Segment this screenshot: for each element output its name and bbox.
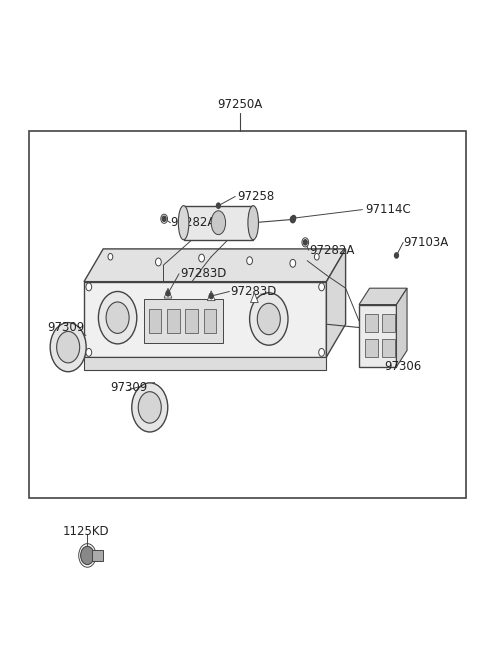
- Text: 97114C: 97114C: [365, 203, 410, 216]
- Ellipse shape: [132, 383, 168, 432]
- Text: 97283D: 97283D: [180, 267, 227, 280]
- Ellipse shape: [211, 211, 226, 234]
- Text: 97309: 97309: [47, 321, 84, 334]
- Bar: [92, 550, 103, 561]
- Polygon shape: [251, 293, 258, 303]
- Text: 97258: 97258: [238, 190, 275, 203]
- Text: 97283D: 97283D: [230, 285, 277, 298]
- Polygon shape: [326, 249, 346, 357]
- Bar: [149, 309, 161, 333]
- Text: 97309: 97309: [110, 381, 148, 394]
- Ellipse shape: [57, 331, 80, 363]
- Circle shape: [314, 253, 319, 260]
- Ellipse shape: [248, 206, 258, 240]
- Circle shape: [199, 254, 204, 262]
- Polygon shape: [359, 288, 407, 305]
- Circle shape: [247, 257, 252, 265]
- Bar: [365, 314, 378, 332]
- Bar: [204, 309, 216, 333]
- Polygon shape: [207, 291, 215, 301]
- Circle shape: [216, 203, 220, 208]
- Circle shape: [81, 546, 94, 565]
- Ellipse shape: [250, 293, 288, 345]
- Circle shape: [156, 258, 161, 266]
- Circle shape: [86, 283, 92, 291]
- Circle shape: [290, 259, 296, 267]
- Circle shape: [319, 348, 324, 356]
- Circle shape: [290, 216, 295, 223]
- Bar: [185, 309, 198, 333]
- Text: 97282A: 97282A: [170, 216, 216, 229]
- Bar: [167, 309, 180, 333]
- Circle shape: [209, 293, 213, 299]
- Bar: [365, 339, 378, 357]
- Text: 97103A: 97103A: [403, 236, 448, 249]
- Text: 1125KD: 1125KD: [62, 525, 109, 538]
- Ellipse shape: [106, 302, 129, 333]
- Circle shape: [395, 253, 398, 258]
- Circle shape: [161, 214, 168, 223]
- Bar: [183, 206, 253, 240]
- Text: 97282A: 97282A: [310, 244, 355, 257]
- Text: 97306: 97306: [384, 360, 421, 373]
- Ellipse shape: [50, 323, 86, 372]
- Circle shape: [302, 238, 309, 247]
- Circle shape: [162, 216, 166, 221]
- Polygon shape: [84, 282, 326, 357]
- Circle shape: [108, 253, 113, 260]
- Bar: [382, 314, 395, 332]
- Circle shape: [303, 240, 307, 245]
- Bar: [382, 339, 395, 357]
- Ellipse shape: [257, 303, 280, 335]
- Bar: [144, 299, 223, 343]
- Circle shape: [292, 215, 296, 221]
- Polygon shape: [84, 249, 346, 282]
- Bar: [359, 305, 396, 367]
- Polygon shape: [84, 357, 326, 370]
- Polygon shape: [164, 288, 172, 298]
- Ellipse shape: [138, 392, 161, 423]
- Ellipse shape: [179, 206, 189, 240]
- Text: 97250A: 97250A: [217, 98, 263, 111]
- Circle shape: [86, 348, 92, 356]
- Ellipse shape: [98, 291, 137, 344]
- Circle shape: [166, 291, 170, 296]
- Circle shape: [319, 283, 324, 291]
- Polygon shape: [396, 288, 407, 367]
- Bar: [29, 131, 466, 498]
